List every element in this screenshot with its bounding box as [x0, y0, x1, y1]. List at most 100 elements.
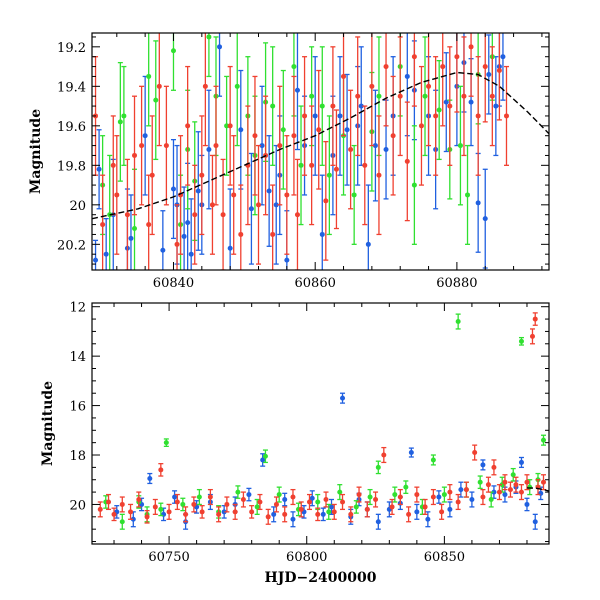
data-point [290, 494, 296, 500]
data-point [270, 231, 276, 237]
data-point [227, 245, 233, 251]
data-point [337, 113, 343, 119]
data-point [418, 123, 424, 129]
data-point [323, 497, 329, 503]
data-point [356, 492, 362, 498]
data-point [330, 103, 336, 109]
data-point [280, 127, 286, 133]
data-point [376, 93, 382, 99]
data-point [235, 489, 241, 495]
data-point [121, 113, 127, 119]
data-point [158, 467, 164, 473]
data-point [265, 514, 271, 520]
data-point [397, 93, 403, 99]
series-0 [93, 33, 506, 270]
data-point [367, 494, 373, 500]
data-point [224, 123, 230, 129]
data-point [185, 220, 191, 226]
x-tick-label: 60800 [286, 550, 327, 565]
data-point [273, 501, 279, 507]
data-point [319, 103, 325, 109]
data-point [217, 44, 223, 50]
data-point [174, 241, 180, 247]
data-point [358, 103, 364, 109]
y-tick-label: 18 [69, 449, 86, 464]
data-point [144, 514, 150, 520]
data-point [207, 494, 213, 500]
data-point [461, 93, 467, 99]
data-point [290, 516, 296, 522]
plot-frame [91, 302, 550, 545]
data-point [220, 212, 226, 218]
data-point [259, 143, 265, 149]
data-point [130, 516, 136, 522]
data-point [475, 113, 481, 119]
series-2 [93, 33, 509, 270]
data-point [455, 319, 461, 325]
data-point [518, 489, 524, 495]
data-point [298, 162, 304, 168]
data-point [329, 504, 335, 510]
x-axis-label: HJD−2400000 [265, 570, 377, 586]
data-point [206, 34, 212, 40]
data-point [458, 487, 464, 493]
data-point [240, 497, 246, 503]
data-point [196, 494, 202, 500]
data-point [132, 226, 138, 232]
data-point [457, 143, 463, 149]
data-point [192, 212, 198, 218]
data-point [117, 119, 123, 125]
data-point [213, 143, 219, 149]
data-point [422, 93, 428, 99]
data-point [315, 511, 321, 517]
data-point [340, 499, 346, 505]
data-point [408, 450, 414, 456]
data-point [262, 453, 268, 459]
data-point [532, 316, 538, 322]
data-point [455, 499, 461, 505]
data-point [333, 166, 339, 172]
data-point [166, 509, 172, 515]
data-point [326, 172, 332, 178]
data-point [316, 127, 322, 133]
data-point [425, 516, 431, 522]
data-point [231, 192, 237, 198]
data-point [532, 519, 538, 525]
data-point [156, 83, 162, 89]
data-layer [97, 312, 549, 530]
data-point [383, 147, 389, 153]
data-point [480, 494, 486, 500]
data-point [447, 506, 453, 512]
y-axis-label: Magnitude [28, 109, 44, 194]
data-point [315, 499, 321, 505]
data-point [298, 506, 304, 512]
data-point [510, 472, 516, 478]
data-point [282, 511, 288, 517]
data-point [294, 212, 300, 218]
data-point [158, 506, 164, 512]
data-point [331, 509, 337, 515]
data-point [170, 186, 176, 192]
data-point [447, 489, 453, 495]
data-point [414, 492, 420, 498]
data-point [439, 509, 445, 515]
data-point [513, 482, 519, 488]
data-point [188, 251, 194, 257]
x-tick-label: 60750 [148, 550, 189, 565]
data-point [362, 162, 368, 168]
y-tick-label: 16 [69, 400, 86, 415]
series-1 [103, 313, 546, 530]
model-curve [526, 487, 549, 492]
data-point [294, 87, 300, 93]
data-point [353, 504, 359, 510]
y-tick-label: 19.8 [57, 159, 86, 174]
data-point [319, 231, 325, 237]
data-point [430, 494, 436, 500]
data-point [496, 489, 502, 495]
data-point [266, 188, 272, 194]
data-point [489, 93, 495, 99]
data-point [136, 497, 142, 503]
y-tick-label: 19.6 [57, 120, 86, 135]
data-point [238, 127, 244, 133]
data-point [411, 54, 417, 60]
